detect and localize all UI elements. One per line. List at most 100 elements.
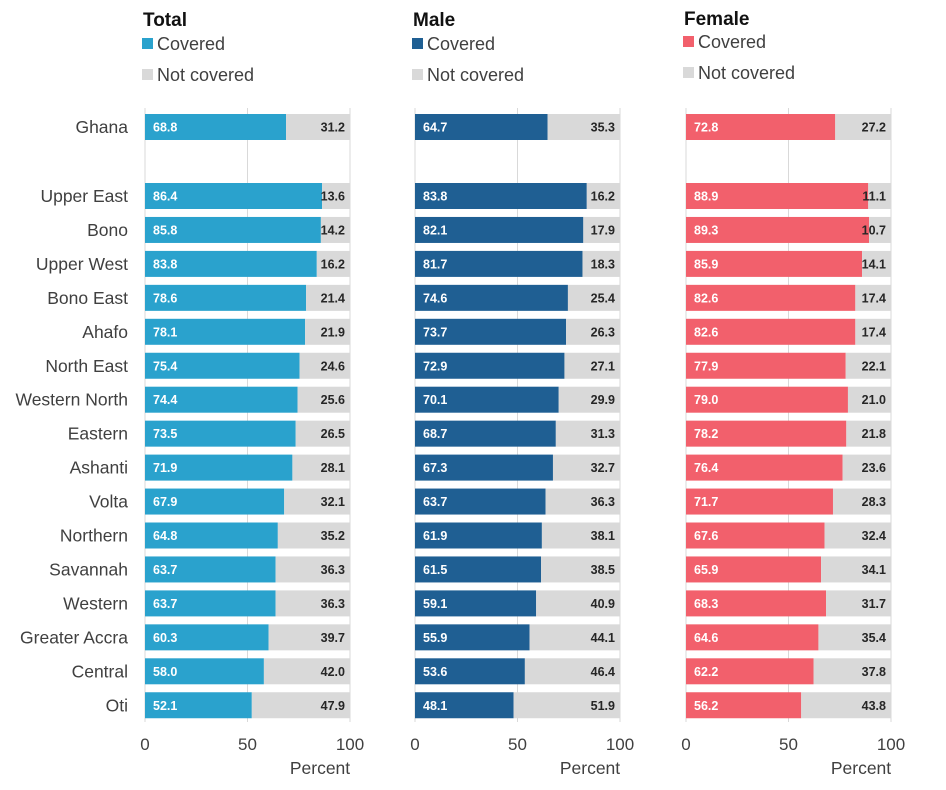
- bar-covered: [145, 590, 276, 617]
- bar-covered-label: 64.6: [694, 631, 718, 645]
- bar-not-covered: [263, 658, 350, 685]
- bar-not-covered-label: 32.7: [591, 461, 615, 475]
- bar-covered: [415, 386, 559, 413]
- bar-covered-label: 68.8: [153, 121, 177, 135]
- bar-not-covered-label: 42.0: [321, 665, 345, 679]
- bar-covered-label: 62.2: [694, 665, 718, 679]
- bar-not-covered-label: 32.4: [862, 529, 886, 543]
- bar-not-covered-label: 37.8: [862, 665, 886, 679]
- bar-covered-label: 71.9: [153, 461, 177, 475]
- bar-covered-label: 59.1: [423, 597, 447, 611]
- bar-covered: [415, 522, 542, 549]
- bar-not-covered: [555, 420, 620, 447]
- bar-not-covered: [305, 318, 350, 345]
- category-label: Bono East: [47, 288, 128, 308]
- bar-covered: [686, 420, 847, 447]
- bar-not-covered: [545, 488, 620, 515]
- legend-label: Covered: [698, 32, 766, 52]
- panel-title: Male: [413, 10, 455, 31]
- bar-covered: [415, 284, 568, 311]
- bar-not-covered: [277, 522, 350, 549]
- bar-not-covered-label: 47.9: [321, 699, 345, 713]
- bar-covered-label: 56.2: [694, 699, 718, 713]
- tick-label: 0: [681, 735, 690, 754]
- bar-covered-label: 67.9: [153, 495, 177, 509]
- bar-not-covered: [320, 216, 350, 243]
- bar-covered: [686, 114, 836, 140]
- bar-covered: [145, 658, 264, 685]
- bar-covered-label: 60.3: [153, 631, 177, 645]
- bar-not-covered: [529, 624, 620, 651]
- bar-not-covered-label: 21.4: [321, 291, 345, 305]
- bar-not-covered-label: 11.1: [862, 190, 886, 204]
- bar-covered: [686, 692, 802, 719]
- bar-covered: [415, 692, 514, 719]
- bar-covered: [415, 624, 530, 651]
- category-label: Ghana: [75, 117, 128, 137]
- bar-not-covered: [855, 284, 891, 311]
- bar-not-covered: [297, 386, 350, 413]
- panel-title: Female: [684, 9, 749, 30]
- bar-covered: [145, 114, 287, 140]
- bar-not-covered-label: 16.2: [321, 257, 345, 271]
- legend-swatch: [142, 38, 153, 49]
- bar-not-covered: [299, 352, 350, 379]
- legend-swatch: [683, 36, 694, 47]
- bar-covered-label: 76.4: [694, 461, 718, 475]
- bar-covered: [145, 183, 323, 209]
- bar-covered: [415, 658, 525, 685]
- bar-covered: [686, 488, 833, 515]
- bar-covered: [145, 284, 307, 311]
- axis-title: Percent: [831, 758, 891, 778]
- bar-not-covered: [268, 624, 350, 651]
- bar-not-covered: [541, 556, 620, 583]
- bar-not-covered: [582, 250, 620, 277]
- bar-not-covered: [583, 216, 620, 243]
- bar-not-covered: [322, 183, 350, 209]
- bar-not-covered-label: 31.7: [862, 597, 886, 611]
- category-label: North East: [45, 356, 128, 376]
- category-label: Bono: [87, 220, 128, 240]
- bar-covered: [145, 624, 269, 651]
- bar-covered: [145, 556, 276, 583]
- bar-not-covered: [846, 420, 891, 447]
- bar-covered-label: 68.3: [694, 597, 718, 611]
- bar-not-covered: [295, 420, 350, 447]
- bar-not-covered: [536, 590, 620, 617]
- bar-not-covered-label: 14.1: [862, 257, 886, 271]
- bar-not-covered-label: 31.2: [321, 121, 345, 135]
- bar-not-covered-label: 21.9: [321, 325, 345, 339]
- bar-not-covered-label: 36.3: [591, 495, 615, 509]
- category-label: Western North: [16, 390, 129, 410]
- bar-not-covered: [835, 114, 891, 140]
- bar-not-covered: [845, 352, 891, 379]
- tick-label: 50: [508, 735, 527, 754]
- category-label: Savannah: [49, 559, 128, 579]
- category-label: Western: [63, 593, 128, 613]
- bar-not-covered: [316, 250, 350, 277]
- bar-not-covered-label: 16.2: [591, 190, 615, 204]
- bar-not-covered: [275, 556, 350, 583]
- bar-not-covered-label: 27.1: [591, 359, 615, 373]
- legend-swatch: [412, 69, 423, 80]
- bar-not-covered: [286, 114, 350, 140]
- bar-not-covered-label: 17.4: [862, 291, 886, 305]
- bar-covered: [145, 250, 317, 277]
- bar-covered-label: 73.5: [153, 427, 177, 441]
- bar-covered: [145, 352, 300, 379]
- bar-covered-label: 65.9: [694, 563, 718, 577]
- bar-not-covered: [275, 590, 350, 617]
- bar-covered: [686, 658, 814, 685]
- bar-covered: [686, 624, 819, 651]
- bar-not-covered-label: 35.4: [862, 631, 886, 645]
- legend-label: Not covered: [427, 65, 524, 85]
- bar-not-covered-label: 44.1: [591, 631, 615, 645]
- bar-covered-label: 55.9: [423, 631, 447, 645]
- bar-not-covered-label: 21.8: [862, 427, 886, 441]
- bar-not-covered: [306, 284, 350, 311]
- bar-covered-label: 63.7: [153, 563, 177, 577]
- bar-not-covered-label: 17.4: [862, 325, 886, 339]
- bar-not-covered-label: 21.0: [862, 393, 886, 407]
- bar-covered-label: 81.7: [423, 257, 447, 271]
- bar-covered-label: 78.1: [153, 325, 177, 339]
